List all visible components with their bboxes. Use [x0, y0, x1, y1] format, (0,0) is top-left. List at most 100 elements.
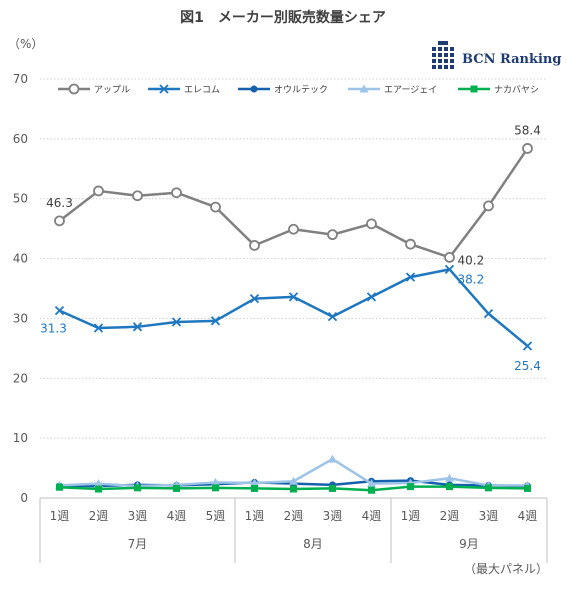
legend-item: エアージェイ — [348, 84, 437, 96]
data-label: 46.3 — [46, 196, 73, 210]
data-point — [328, 454, 337, 463]
bcn-logo-icon — [432, 41, 454, 69]
series-エレコム — [54, 264, 533, 351]
month-label: 9月 — [459, 537, 479, 551]
data-point — [327, 311, 338, 322]
y-axis-ticks: 0 10 20 30 40 50 60 70 — [13, 72, 28, 505]
series-line — [58, 147, 529, 259]
footnote: （最大パネル） — [464, 562, 548, 576]
y-tick-label: 10 — [13, 431, 28, 445]
data-point — [249, 240, 260, 251]
grid-lines — [40, 78, 547, 439]
data-point — [54, 215, 65, 227]
x-tick-label: 4週 — [518, 509, 538, 523]
data-label: 40.2 — [458, 253, 485, 267]
x-tick-label: 2週 — [440, 509, 460, 523]
data-point — [524, 484, 531, 492]
x-tick-label: 5週 — [206, 509, 226, 523]
data-point — [210, 316, 221, 326]
data-point — [159, 84, 169, 94]
x-tick-label: 1週 — [401, 509, 421, 523]
data-point — [211, 477, 220, 486]
x-tick-label: 3週 — [479, 509, 499, 523]
x-tick-label: 3週 — [128, 509, 148, 523]
series-group — [54, 143, 533, 494]
x-tick-label: 3週 — [323, 509, 343, 523]
x-tick-label: 4週 — [362, 509, 382, 523]
data-point — [446, 483, 453, 491]
data-point — [327, 229, 338, 241]
data-point — [171, 317, 182, 327]
data-point — [444, 264, 455, 274]
month-label: 8月 — [303, 537, 323, 551]
series-ナカバヤシ — [56, 483, 531, 494]
data-point — [212, 484, 219, 492]
data-point — [68, 83, 80, 95]
data-point — [249, 294, 260, 304]
data-point — [290, 485, 297, 493]
data-point — [359, 84, 369, 93]
data-point — [250, 478, 259, 487]
data-point — [485, 484, 492, 492]
x-tick-label: 2週 — [284, 509, 304, 523]
data-point — [483, 309, 494, 319]
data-point — [251, 484, 258, 492]
data-label: 31.3 — [40, 322, 67, 336]
y-tick-label: 70 — [13, 72, 28, 86]
y-tick-label: 40 — [13, 252, 28, 266]
y-tick-label: 50 — [13, 192, 28, 206]
data-point — [367, 479, 376, 488]
data-point — [132, 322, 143, 332]
data-point — [470, 85, 478, 93]
data-point — [93, 323, 104, 333]
data-point — [407, 483, 414, 491]
data-point — [366, 292, 377, 302]
legend-label: アップル — [94, 85, 130, 96]
data-point — [134, 484, 141, 492]
data-point — [444, 251, 455, 263]
data-point — [210, 201, 221, 213]
data-point — [132, 190, 143, 202]
data-point — [329, 484, 336, 492]
data-point — [95, 485, 102, 493]
x-tick-label: 1週 — [50, 509, 70, 523]
brand-logo: BCN Ranking — [432, 41, 561, 69]
data-point — [366, 218, 377, 230]
data-point — [445, 473, 454, 482]
x-tick-label: 1週 — [245, 509, 265, 523]
data-point — [54, 306, 65, 316]
data-point — [94, 479, 103, 488]
x-tick-label: 4週 — [167, 509, 187, 523]
data-point — [250, 85, 258, 93]
legend-item: オウルテック — [238, 85, 328, 96]
data-label: 38.2 — [458, 272, 485, 286]
chart-title: 図1 メーカー別販売数量シェア — [180, 9, 386, 26]
data-point — [171, 187, 182, 199]
data-point — [483, 200, 494, 212]
data-point — [289, 476, 298, 485]
data-labels: 46.3 40.2 58.4 31.3 38.2 25.4 — [40, 123, 541, 373]
legend-label: エレコム — [184, 85, 220, 96]
data-point — [405, 238, 416, 250]
y-tick-label: 20 — [13, 371, 28, 385]
x-tick-label: 2週 — [89, 509, 109, 523]
series-アップル — [54, 143, 533, 263]
legend-label: エアージェイ — [384, 86, 437, 96]
category-axis: 1週 2週 3週 4週 5週 1週 2週 3週 4週 1週 2週 3週 4週 7月 8月 9月 — [39, 497, 548, 563]
y-unit-label: （%） — [8, 37, 43, 51]
data-point — [522, 143, 533, 154]
data-point — [288, 223, 299, 235]
data-point — [405, 272, 416, 282]
legend: アップル エレコム オウルテック エアージェイ ナカバヤシ — [58, 83, 539, 96]
data-point — [173, 484, 180, 492]
data-point — [288, 292, 299, 302]
month-label: 7月 — [128, 537, 148, 551]
legend-label: ナカバヤシ — [494, 85, 539, 96]
data-label: 58.4 — [514, 123, 541, 137]
legend-item: エレコム — [148, 84, 220, 96]
data-label: 25.4 — [514, 359, 541, 373]
y-tick-label: 60 — [13, 132, 28, 146]
legend-item: アップル — [58, 83, 130, 96]
y-tick-label: 30 — [13, 311, 28, 325]
